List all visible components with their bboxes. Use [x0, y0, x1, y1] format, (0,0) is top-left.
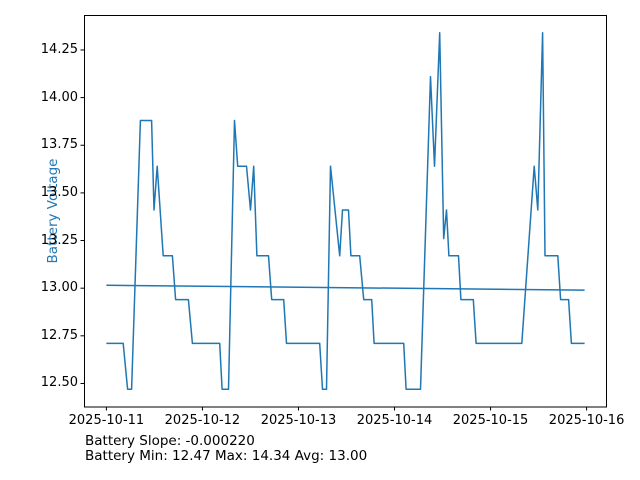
y-tick-label: 12.50	[40, 375, 78, 391]
x-tick-label: 2025-10-14	[356, 413, 433, 428]
battery-stats-text: Battery Min: 12.47 Max: 14.34 Avg: 13.00	[85, 448, 368, 464]
series-lines	[106, 32, 585, 390]
x-tick-label: 2025-10-12	[164, 413, 241, 428]
axes-box	[84, 15, 607, 408]
y-tick-label: 13.00	[40, 280, 78, 296]
y-tick-label: 14.00	[40, 89, 78, 105]
x-tick-label: 2025-10-13	[260, 413, 337, 428]
x-tick-label: 2025-10-16	[548, 413, 625, 428]
x-tick-label: 2025-10-11	[68, 413, 145, 428]
y-tick-label: 12.75	[40, 327, 78, 343]
y-tick-label: 13.25	[40, 232, 78, 248]
y-tick-label: 13.75	[40, 137, 78, 153]
tick-marks	[80, 49, 588, 411]
x-tick-label: 2025-10-15	[452, 413, 529, 428]
y-tick-label: 13.50	[40, 184, 78, 200]
trend-line	[106, 284, 585, 291]
y-axis-title: Battery Voltage	[45, 158, 61, 264]
battery-slope-text: Battery Slope: -0.000220	[85, 433, 255, 449]
battery-voltage	[106, 32, 585, 390]
y-tick-label: 14.25	[40, 41, 78, 57]
